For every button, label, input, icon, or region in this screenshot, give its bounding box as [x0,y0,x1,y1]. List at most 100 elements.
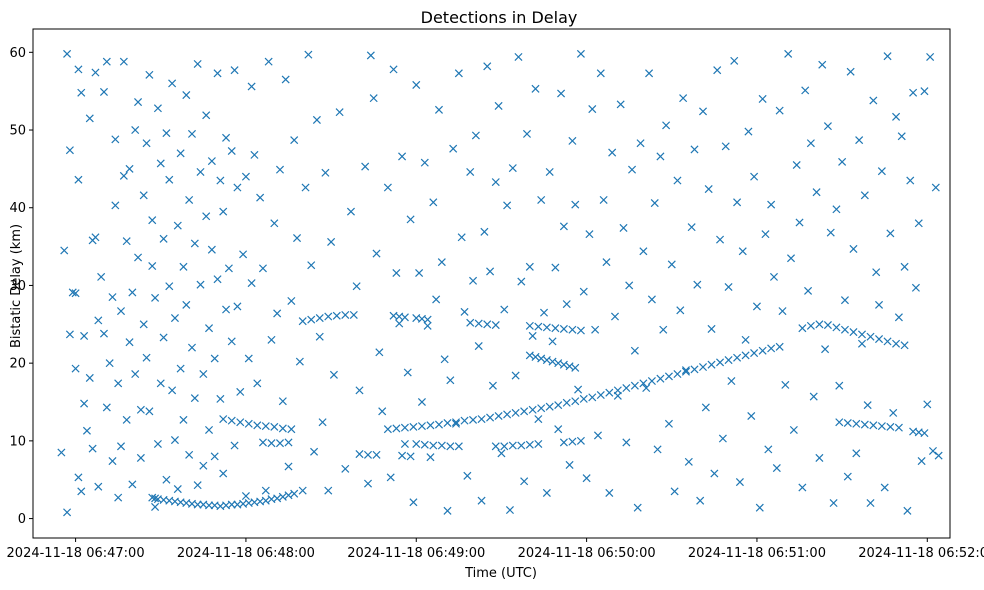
data-point [508,441,517,450]
data-point [764,445,773,454]
data-point [116,442,126,451]
data-point [653,445,662,454]
data-point [233,302,242,311]
data-point [483,62,492,71]
data-point [633,503,642,512]
data-point [451,419,461,428]
data-point [57,448,66,457]
data-point [792,160,801,170]
data-point [153,439,162,448]
data-point [477,496,486,505]
data-point [210,452,219,461]
data-point [823,321,832,330]
data-point [630,346,639,355]
data-point [880,483,889,492]
data-point [733,353,742,362]
data-point [389,65,398,74]
data-point [91,68,100,77]
series-track-25km [298,310,909,350]
data-point [511,371,520,380]
data-point [849,328,858,337]
data-point [599,195,608,204]
data-point [608,148,617,157]
data-point [494,411,503,421]
data-point [469,276,478,285]
data-point [835,381,844,390]
data-point [346,207,355,216]
data-point [227,146,236,156]
data-point [134,98,143,107]
data-point [190,239,199,248]
data-point [724,356,733,365]
data-point [537,195,546,204]
data-point [224,264,233,273]
data-point [650,199,659,208]
data-point [528,405,537,414]
data-point [312,115,321,124]
data-point [202,111,211,120]
data-point [148,261,157,271]
data-point [142,139,151,148]
data-point [213,275,222,284]
chart-title: Detections in Delay [421,8,578,27]
data-point [886,229,895,238]
data-point [182,300,191,309]
data-point [747,411,756,421]
data-point [122,415,131,424]
data-point [886,422,895,431]
data-point [846,67,855,76]
data-point [71,289,80,298]
data-point [525,321,534,330]
data-point [923,400,932,409]
data-point [293,234,302,243]
data-point [730,56,739,65]
data-point [585,230,594,239]
data-point [920,429,929,438]
data-point [102,403,111,412]
data-point [579,287,588,296]
data-point [693,280,702,289]
data-point [451,418,461,427]
data-point [596,390,605,400]
data-point [781,380,790,389]
data-point [534,439,543,448]
data-point [261,486,270,495]
data-point [463,471,472,480]
data-point [480,227,489,236]
series-track-segments [258,351,585,461]
data-point [619,223,628,232]
data-point [290,136,299,145]
data-point [307,261,316,270]
data-point [875,335,884,344]
data-point [406,215,415,224]
data-point [170,436,179,445]
data-point [866,332,875,341]
data-point [605,388,614,397]
data-point [270,422,279,431]
x-tick-label: 2024-11-18 06:52:00 [858,546,984,561]
data-point [187,343,197,352]
data-point [750,172,759,181]
data-point [733,198,742,207]
data-point [801,86,810,95]
data-point [588,393,597,402]
data-point [60,246,69,255]
data-point [440,355,449,364]
y-tick-label: 10 [9,434,26,449]
data-point [537,404,546,413]
data-point [190,394,199,403]
data-point [131,370,140,379]
data-point [914,219,923,228]
data-point [443,418,452,428]
data-point [562,300,571,309]
data-point [409,498,418,507]
data-point [542,323,551,332]
data-point [236,418,245,427]
data-point [872,268,881,277]
data-point [613,391,622,400]
data-point [804,286,813,295]
data-point [897,132,906,141]
data-point [659,325,668,334]
data-point [236,387,245,396]
data-point [213,69,222,78]
